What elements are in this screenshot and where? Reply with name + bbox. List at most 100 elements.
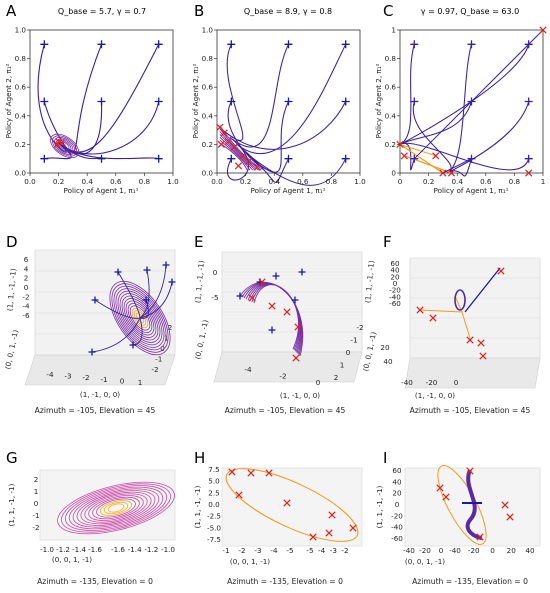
ellipse-curve [61, 483, 171, 533]
start-marker [467, 154, 476, 163]
z-tick-label: 40 [390, 266, 400, 275]
tube-curve [465, 469, 483, 540]
end-marker [235, 491, 243, 499]
x-tick-label: -3 [64, 372, 71, 381]
panel-d-caption: Azimuth = -105, Elevation = 45 [35, 406, 156, 415]
start-marker [97, 97, 106, 106]
trajectory-line [464, 267, 501, 313]
panel-f-caption: Azimuth = -105, Elevation = 45 [410, 406, 531, 415]
start-marker [341, 40, 350, 49]
y-axis-label: (0, 0, 1, -1) [3, 329, 20, 370]
x-tick-label: 0.2 [240, 177, 251, 186]
ellipse-curve [72, 488, 160, 528]
end-marker [439, 169, 447, 177]
y-tick-label: 0 [490, 546, 495, 555]
x-tick-label: 0.2 [53, 177, 64, 186]
trajectory-line [413, 29, 544, 160]
x-axis-label: (1, -1, 0, 0) [80, 390, 120, 399]
spiral-loop [121, 295, 159, 341]
y-tick-label: -1 [155, 355, 162, 364]
panel-g-caption: Azimuth = -135, Elevation = 0 [37, 577, 153, 586]
x-tick-label: -1.0 [40, 545, 54, 554]
x-tick-label: 0 [316, 378, 321, 387]
y-tick-label: 1 [391, 26, 396, 35]
y-tick-label: -1.6 [111, 545, 125, 554]
z-tick-label: 0 [395, 500, 400, 509]
panel-letter-h: H [194, 449, 205, 467]
trajectory-line [446, 158, 473, 177]
y-tick-label: 0.2 [202, 140, 213, 149]
z-tick-label: 0 [213, 268, 218, 277]
loop-curve [219, 134, 256, 171]
y-tick-label: 0.4 [202, 111, 214, 120]
start-marker [284, 154, 293, 163]
panel-a-title: Q_base = 5.7, γ = 0.7 [58, 7, 146, 16]
end-marker [442, 493, 450, 501]
start-marker [142, 296, 150, 304]
back-pane [221, 467, 363, 547]
trajectory-line [44, 142, 72, 160]
x-tick-label: 0.0 [211, 177, 223, 186]
z-tick-label: 5.0 [208, 477, 220, 486]
panel-c-markers [396, 26, 547, 177]
panel-a-markers [40, 40, 163, 163]
z-tick-label: -1 [32, 511, 39, 520]
panel-h-caption: Azimuth = -135, Elevation = 0 [227, 577, 343, 586]
loop-curve [219, 136, 254, 171]
z-tick-label: 2.5 [208, 488, 219, 497]
end-marker [506, 513, 514, 521]
x-tick-label: 0.8 [326, 177, 338, 186]
ellipse-curve [64, 485, 168, 531]
end-marker [328, 511, 336, 519]
z-tick-label: -20 [391, 511, 403, 520]
end-marker [228, 468, 236, 476]
start-marker [143, 266, 151, 274]
end-marker [400, 152, 408, 160]
x-axis-label: (0, 0, 1, -1) [52, 555, 92, 564]
y-tick-label: -1 [350, 336, 357, 345]
end-marker [217, 140, 225, 149]
ellipse-curve [92, 496, 140, 520]
x-tick-label: 0.4 [81, 177, 93, 186]
x-tick-label: 1.0 [354, 177, 366, 186]
spiral-loop [117, 290, 163, 346]
back-pane [409, 257, 541, 359]
y-tick-label: 0.6 [385, 83, 397, 92]
start-marker [227, 97, 236, 106]
panel-e-caption: Azimuth = -105, Elevation = 45 [225, 406, 346, 415]
y-tick-label: 0.8 [202, 54, 214, 63]
trajectory-line [442, 158, 472, 174]
start-marker [341, 97, 350, 106]
start-marker [114, 268, 122, 276]
end-marker [292, 354, 300, 362]
x-tick-label: 0.2 [423, 177, 434, 186]
ellipse-curve [99, 500, 133, 516]
panel-letter-f: F [383, 233, 392, 251]
start-marker [467, 97, 476, 106]
z-tick-label: -60 [389, 299, 401, 308]
z-tick-label: -5.0 [207, 523, 221, 532]
z-tick-label: -2.5 [207, 512, 221, 521]
spiral-loop [119, 293, 161, 343]
end-marker [497, 267, 505, 275]
end-marker [283, 308, 291, 316]
floor-pane [213, 351, 363, 383]
x-tick-label: 0.4 [268, 177, 280, 186]
spiral-loop [109, 280, 171, 356]
x-tick-label: -4 [46, 370, 54, 379]
z-axis-label: (1, 1, -1, -1) [5, 268, 18, 312]
ellipse-curve [80, 491, 152, 525]
z-tick-label: -20 [389, 286, 401, 295]
x-tick-label: 0 [454, 378, 459, 387]
z-tick-label: 60 [392, 466, 402, 475]
x-tick-label: 0 [398, 177, 403, 186]
z-tick-label: 40 [392, 477, 402, 486]
y-tick-label: -2 [341, 546, 348, 555]
z-tick-label: 1 [34, 487, 39, 496]
z-tick-label: 20 [392, 489, 402, 498]
z-tick-label: -2 [22, 292, 29, 301]
ellipse-curve [84, 493, 148, 523]
end-marker [309, 533, 317, 541]
trajectory-line [229, 44, 289, 148]
